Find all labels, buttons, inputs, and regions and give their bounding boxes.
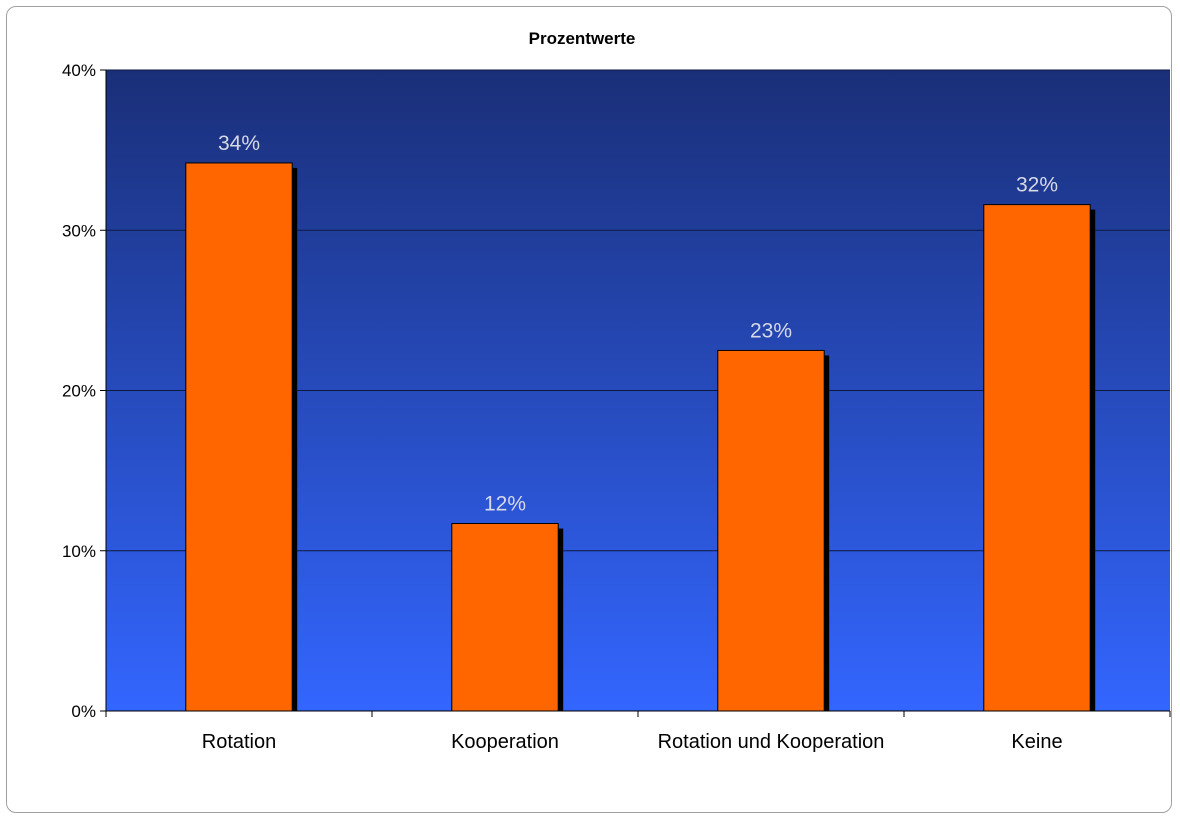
bars [185,162,1096,712]
y-tick-label: 30% [62,221,96,240]
data-label: 32% [1016,174,1058,197]
data-label: 34% [218,132,260,155]
y-tick-label: 0% [71,702,96,721]
data-label: 23% [750,319,792,342]
chart-title: Prozentwerte [529,29,636,48]
bar [185,162,293,712]
data-label: 12% [484,493,526,516]
x-tick-label: Keine [1011,731,1062,753]
y-tick-label: 20% [62,382,96,401]
x-tick-label: Kooperation [451,731,559,753]
bar [451,523,559,712]
x-tick-label: Rotation [202,731,277,753]
x-tick-label: Rotation und Kooperation [658,731,885,753]
y-tick-label: 10% [62,542,96,561]
bar [717,349,825,712]
y-tick-label: 40% [62,61,96,80]
bar [983,204,1091,712]
labels: 0% 10% 20% 30% 40% 34% Rotation 12% Kooperation 2… [62,61,1063,753]
